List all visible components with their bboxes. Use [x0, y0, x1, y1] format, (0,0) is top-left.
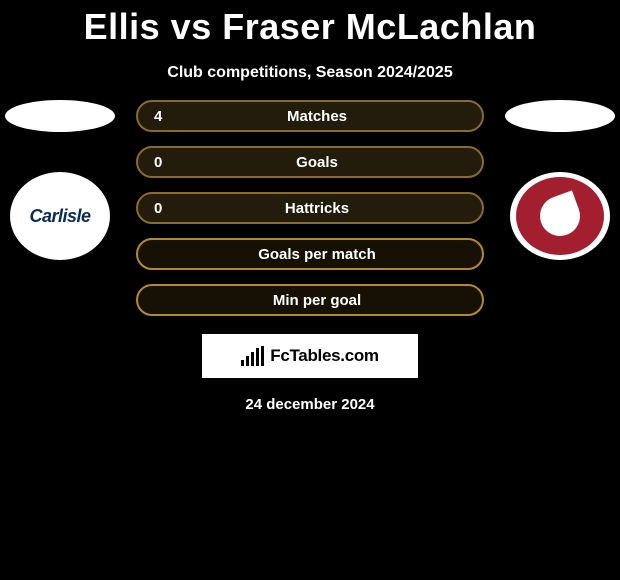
player-right-silhouette [505, 100, 615, 132]
comparison-panel: Carlisle 4 Matches 0 Goals 0 Hattricks G… [0, 100, 620, 413]
stat-row-hattricks: 0 Hattricks [136, 192, 484, 224]
stat-row-mpg: Min per goal [136, 284, 484, 316]
club-logo-right [510, 172, 610, 260]
player-right [500, 100, 620, 260]
stat-row-gpm: Goals per match [136, 238, 484, 270]
page-title: Ellis vs Fraser McLachlan [0, 0, 620, 48]
stat-label: Matches [138, 108, 482, 125]
stat-row-matches: 4 Matches [136, 100, 484, 132]
stat-row-goals: 0 Goals [136, 146, 484, 178]
stat-left-value: 4 [154, 108, 162, 125]
bars-icon [241, 346, 264, 366]
club-logo-left-text: Carlisle [29, 206, 90, 227]
date-label: 24 december 2024 [0, 396, 620, 413]
stat-left-value: 0 [154, 200, 162, 217]
player-left-silhouette [5, 100, 115, 132]
stat-left-value: 0 [154, 154, 162, 171]
stat-label: Min per goal [138, 292, 482, 309]
stats-list: 4 Matches 0 Goals 0 Hattricks Goals per … [136, 100, 484, 316]
stat-label: Goals per match [138, 246, 482, 263]
player-left: Carlisle [0, 100, 120, 260]
stat-label: Goals [138, 154, 482, 171]
shrimp-icon [534, 190, 585, 241]
club-logo-left: Carlisle [10, 172, 110, 260]
watermark-text: FcTables.com [270, 346, 379, 366]
club-logo-right-crest [516, 177, 604, 255]
subtitle: Club competitions, Season 2024/2025 [0, 64, 620, 82]
watermark: FcTables.com [202, 334, 418, 378]
stat-label: Hattricks [138, 200, 482, 217]
